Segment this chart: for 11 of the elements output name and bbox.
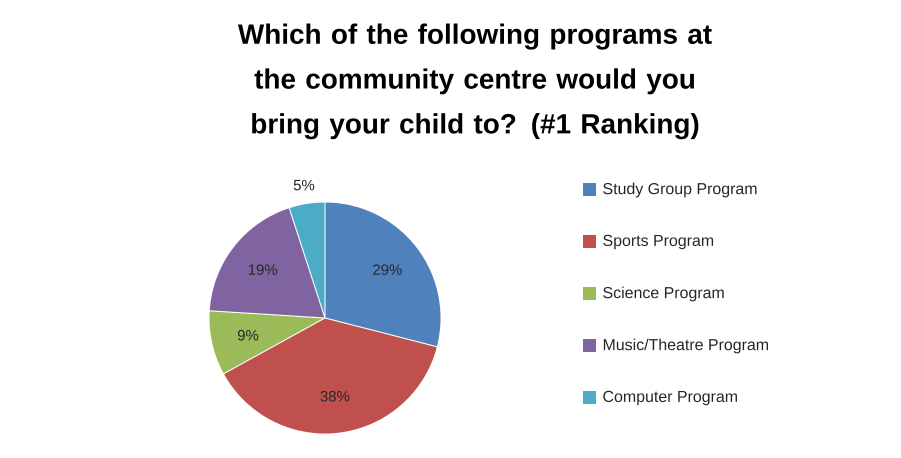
legend-label: Computer Program [603,390,737,406]
data-label: 29% [373,264,402,275]
legend-label: Science Program [603,286,724,302]
data-label: 5% [294,180,314,190]
data-label: 19% [248,264,278,275]
data-label: 9% [238,330,258,340]
data-label: 38% [320,390,350,402]
legend-label: Sports Program [603,234,714,250]
legend-label: Music/Theatre Program [604,338,768,354]
legend-label: Study Group Program [603,182,756,198]
chart-title: Which of the following programs at the community centre would you bring your child to? (#1 Ranking) [238,24,712,140]
